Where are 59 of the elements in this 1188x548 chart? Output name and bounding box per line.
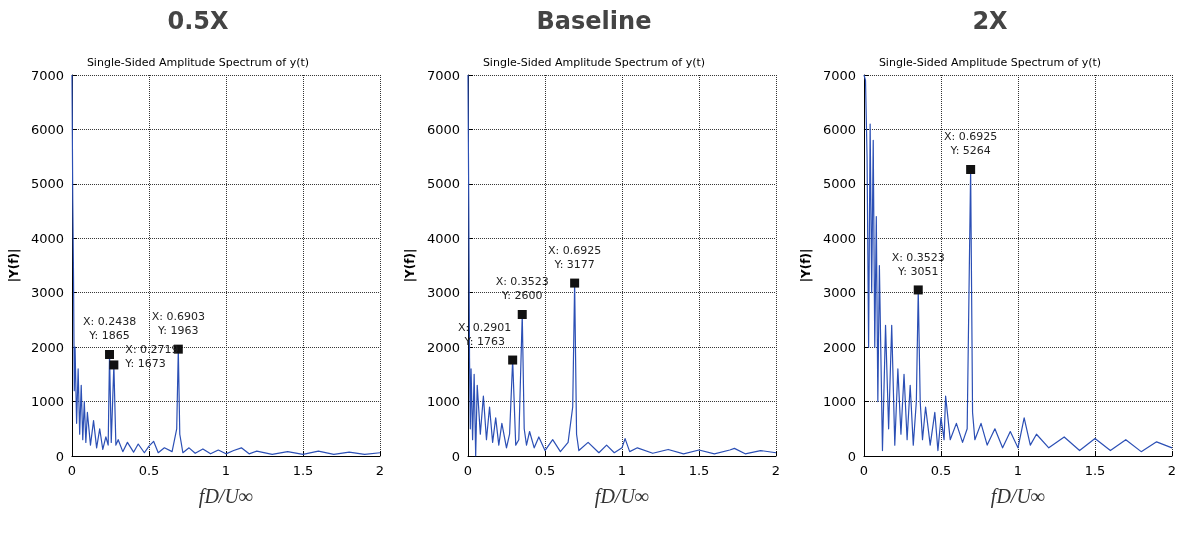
y-tick-label: 7000 xyxy=(30,67,64,83)
y-tick-label: 1000 xyxy=(426,394,460,410)
y-tick-label: 5000 xyxy=(822,176,856,192)
annotation: X: 0.6903 Y: 1963 xyxy=(151,310,205,338)
y-tick-label: 1000 xyxy=(822,394,856,410)
x-tick-label: 0.5 xyxy=(138,463,160,478)
annotation: X: 0.6925 Y: 5264 xyxy=(944,130,998,158)
x-tick-label: 1 xyxy=(617,463,627,478)
x-axis-title: fD/U∞ xyxy=(990,485,1046,508)
y-tick-label: 6000 xyxy=(426,121,460,137)
x-tick-label: 2 xyxy=(771,463,781,478)
annotation: X: 0.2438 Y: 1865 xyxy=(82,315,137,343)
y-tick-label: 2000 xyxy=(30,339,64,355)
y-tick-label: 7000 xyxy=(822,67,856,83)
y-tick-label: 7000 xyxy=(426,67,460,83)
chart-title: Baseline xyxy=(536,7,652,35)
annotation: X: 0.3523 Y: 3051 xyxy=(891,250,945,278)
x-tick-label: 1.5 xyxy=(1084,463,1106,478)
x-tick-label: 1 xyxy=(221,463,231,478)
chart-subtitle: Single-Sided Amplitude Spectrum of y(t) xyxy=(482,56,706,69)
y-axis-title: |Y(f)| xyxy=(799,248,813,283)
y-tick-label: 4000 xyxy=(822,230,856,246)
y-tick-label: 0 xyxy=(55,448,64,464)
y-tick-label: 3000 xyxy=(426,285,460,301)
x-tick-label: 0 xyxy=(463,463,473,478)
x-tick-label: 0.5 xyxy=(930,463,952,478)
y-tick-label: 4000 xyxy=(30,230,64,246)
x-tick-label: 1 xyxy=(1013,463,1023,478)
chart-title: 2X xyxy=(972,7,1009,35)
annotation: X: 0.3523 Y: 2600 xyxy=(495,275,549,303)
x-tick-label: 1.5 xyxy=(292,463,314,478)
y-tick-label: 6000 xyxy=(30,121,64,137)
y-tick-label: 2000 xyxy=(822,339,856,355)
annotation: X: 0.6925 Y: 3177 xyxy=(548,244,602,272)
y-tick-label: 5000 xyxy=(30,176,64,192)
x-tick-label: 1.5 xyxy=(688,463,710,478)
y-axis-title: |Y(f)| xyxy=(7,248,21,283)
y-tick-label: 3000 xyxy=(822,285,856,301)
chart-subtitle: Single-Sided Amplitude Spectrum of y(t) xyxy=(86,56,310,69)
x-axis-title: fD/U∞ xyxy=(198,485,254,508)
line-series xyxy=(71,74,381,455)
x-axis-title: fD/U∞ xyxy=(594,485,650,508)
x-tick-label: 0.5 xyxy=(534,463,556,478)
y-tick-label: 0 xyxy=(847,448,856,464)
chart-subtitle: Single-Sided Amplitude Spectrum of y(t) xyxy=(878,56,1102,69)
line-series xyxy=(863,74,1173,453)
y-tick-label: 3000 xyxy=(30,285,64,301)
y-tick-label: 0 xyxy=(451,448,460,464)
x-tick-label: 0 xyxy=(67,463,77,478)
y-tick-label: 1000 xyxy=(30,394,64,410)
y-axis-title: |Y(f)| xyxy=(403,248,417,283)
x-tick-label: 2 xyxy=(375,463,385,478)
y-tick-label: 5000 xyxy=(426,176,460,192)
y-tick-label: 2000 xyxy=(426,339,460,355)
chart-title: 0.5X xyxy=(167,7,229,35)
x-tick-label: 0 xyxy=(859,463,869,478)
y-tick-label: 6000 xyxy=(822,121,856,137)
y-tick-label: 4000 xyxy=(426,230,460,246)
x-tick-label: 2 xyxy=(1167,463,1177,478)
